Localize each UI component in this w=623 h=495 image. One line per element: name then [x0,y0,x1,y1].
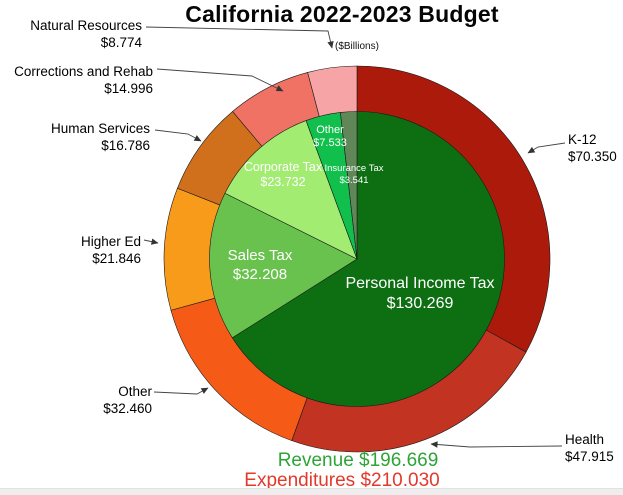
label-corporate-tax: Corporate Tax $23.732 [223,160,343,190]
label-corporate-tax-name: Corporate Tax [243,160,323,174]
leader-other-expenditure [153,387,209,395]
label-corporate-tax-value: $23.732 [260,175,306,189]
label-other-expenditure-value: $32.460 [103,401,152,416]
page-title: California 2022-2023 Budget [185,1,499,27]
leader-health [430,441,563,448]
label-personal-income-tax: Personal Income Tax $130.269 [320,274,520,314]
leader-natural-resources [145,26,334,49]
leader-corrections-and-rehab [156,68,284,92]
label-higher-ed: Higher Ed $21.846 [11,233,141,267]
pie-slice-personal-income-tax [232,111,505,407]
label-natural-resources: Natural Resources $8.774 [0,17,142,51]
expenditures-ring [163,65,551,453]
label-health: Health $47.915 [565,431,623,465]
label-other-revenue-name: Other [316,124,344,136]
label-sales-tax: Sales Tax $32.208 [200,246,320,284]
label-health-value: $47.915 [565,449,614,464]
label-k-12: K-12 $70.350 [568,131,623,165]
leader-human-services [154,129,202,142]
label-personal-income-tax-value: $130.269 [386,295,454,312]
label-health-name: Health [565,432,605,447]
expenditures-total: Expenditures $210.030 [244,470,440,491]
label-natural-resources-value: $8.774 [100,35,142,50]
leader-k-12 [527,142,566,154]
label-natural-resources-name: Natural Resources [30,18,142,33]
revenue-pie [209,111,505,407]
revenue-total: Revenue $196.669 [277,450,439,471]
label-k-12-value: $70.350 [568,149,617,164]
leader-lines [143,26,566,448]
label-other-revenue: Other $7.533 [300,124,360,150]
label-corrections-and-rehab-value: $14.996 [104,81,153,96]
label-sales-tax-name: Sales Tax [227,247,293,264]
label-corrections-and-rehab: Corrections and Rehab $14.996 [0,63,153,97]
pie-slice-insurance-tax [340,111,358,260]
label-human-services: Human Services $16.786 [0,120,150,154]
pie-slice-sales-tax [209,192,358,339]
label-other-revenue-value: $7.533 [313,137,347,149]
window-bottom-strip [0,488,623,495]
label-human-services-value: $16.786 [101,138,150,153]
label-higher-ed-name: Higher Ed [80,234,141,249]
label-sales-tax-value: $32.208 [232,266,288,283]
label-corrections-and-rehab-name: Corrections and Rehab [14,64,153,79]
label-insurance-tax: Insurance Tax $3.541 [314,163,394,187]
label-other-expenditure: Other $32.460 [22,383,152,417]
label-k-12-name: K-12 [568,132,597,147]
label-human-services-name: Human Services [50,121,150,136]
label-insurance-tax-value: $3.541 [339,175,369,186]
label-insurance-tax-name: Insurance Tax [324,163,384,174]
label-higher-ed-value: $21.846 [92,251,141,266]
pie-slice-corporate-tax [224,120,358,260]
label-personal-income-tax-name: Personal Income Tax [345,275,495,292]
label-other-expenditure-name: Other [118,384,152,399]
leader-higher-ed [143,238,159,245]
units-note: ($Billions) [335,41,379,52]
